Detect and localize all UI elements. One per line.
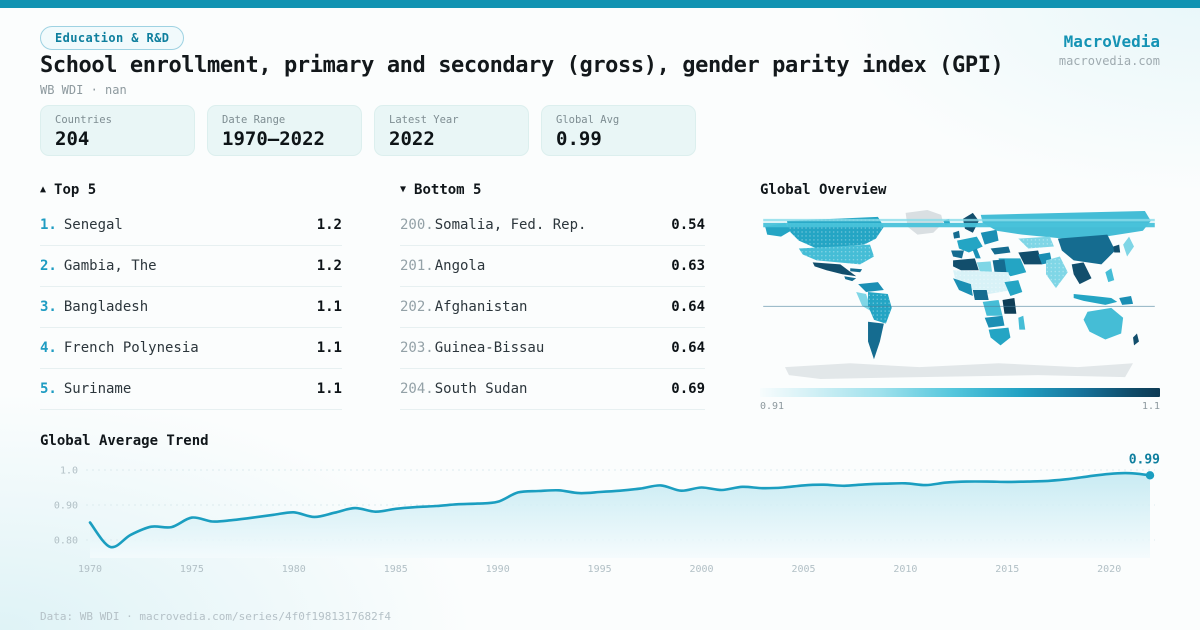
- stat-value: 204: [55, 128, 90, 150]
- rank-label: 5.: [40, 381, 57, 397]
- trend-line-chart: 1.0 0.90 0.80 1970 1975 1980 1985 1990 1995 2000 2…: [54, 452, 1160, 575]
- country-value: 1.1: [316, 299, 342, 315]
- page-subtitle: WB WDI · nan: [40, 83, 127, 97]
- footer-attribution: Data: WB WDI · macrovedia.com/series/4f0…: [40, 610, 391, 623]
- world-map-choropleth: [763, 209, 1155, 380]
- country-value: 0.63: [671, 258, 705, 274]
- svg-text:1980: 1980: [282, 564, 306, 575]
- top5-list: 1. Senegal 1.2 2. Gambia, The 1.2 3. Ban…: [40, 205, 342, 410]
- country-name: South Sudan: [434, 381, 528, 397]
- stat-label: Date Range: [222, 114, 286, 126]
- country-value: 1.1: [316, 340, 342, 356]
- svg-text:0.90: 0.90: [54, 501, 78, 512]
- stat-value: 0.99: [556, 128, 602, 150]
- brand-domain: macrovedia.com: [1058, 54, 1160, 68]
- country-value: 0.64: [671, 299, 705, 315]
- svg-text:1.0: 1.0: [60, 466, 78, 477]
- svg-text:0.80: 0.80: [54, 536, 78, 547]
- list-item: 202. Afghanistan 0.64: [400, 287, 705, 328]
- country-name: Guinea-Bissau: [434, 340, 545, 356]
- svg-text:0.99: 0.99: [1129, 452, 1160, 467]
- country-value: 1.2: [316, 217, 342, 233]
- rank-label: 201.: [400, 258, 434, 274]
- svg-text:2000: 2000: [689, 564, 713, 575]
- rank-label: 2.: [40, 258, 57, 274]
- country-name: Afghanistan: [434, 299, 528, 315]
- country-name: Angola: [434, 258, 486, 274]
- rank-label: 203.: [400, 340, 434, 356]
- svg-text:2010: 2010: [893, 564, 917, 575]
- stat-card-date-range: Date Range 1970—2022: [207, 105, 362, 156]
- country-value: 1.1: [316, 381, 342, 397]
- rank-label: 1.: [40, 217, 57, 233]
- list-item: 201. Angola 0.63: [400, 246, 705, 287]
- bottom5-title: Bottom 5: [414, 181, 482, 198]
- list-item: 200. Somalia, Fed. Rep. 0.54: [400, 205, 705, 246]
- stat-card-countries: Countries 204: [40, 105, 195, 156]
- top5-title: Top 5: [54, 181, 97, 198]
- map-title: Global Overview: [760, 181, 887, 198]
- list-item: 203. Guinea-Bissau 0.64: [400, 328, 705, 369]
- svg-text:1970: 1970: [78, 564, 102, 575]
- rank-label: 4.: [40, 340, 57, 356]
- country-value: 0.64: [671, 340, 705, 356]
- rank-label: 3.: [40, 299, 57, 315]
- list-item: 1. Senegal 1.2: [40, 205, 342, 246]
- stat-cards-row: Countries 204 Date Range 1970—2022 Lates…: [40, 105, 696, 156]
- stat-value: 2022: [389, 128, 435, 150]
- bottom5-header: ▼ Bottom 5: [400, 181, 705, 198]
- bottom5-list: 200. Somalia, Fed. Rep. 0.54 201. Angola…: [400, 205, 705, 410]
- list-item: 5. Suriname 1.1: [40, 369, 342, 410]
- svg-text:2015: 2015: [995, 564, 1019, 575]
- country-name: Somalia, Fed. Rep.: [434, 217, 587, 233]
- brand-block: MacroVedia macrovedia.com: [1059, 32, 1160, 68]
- svg-text:1995: 1995: [588, 564, 612, 575]
- top-accent-bar: [0, 0, 1200, 8]
- brand-name: MacroVedia: [1063, 32, 1160, 51]
- stat-card-latest-year: Latest Year 2022: [374, 105, 529, 156]
- rank-label: 204.: [400, 381, 434, 397]
- legend-max-label: 1.1: [1141, 401, 1160, 412]
- legend-labels: 0.91 1.1: [760, 401, 1160, 412]
- global-overview-panel: Global Overview: [760, 181, 1160, 412]
- list-item: 2. Gambia, The 1.2: [40, 246, 342, 287]
- country-name: Senegal: [63, 217, 123, 233]
- up-arrow-icon: ▲: [40, 184, 47, 195]
- country-name: Bangladesh: [63, 299, 149, 315]
- list-item: 4. French Polynesia 1.1: [40, 328, 342, 369]
- stat-label: Latest Year: [389, 114, 459, 126]
- svg-text:2020: 2020: [1097, 564, 1121, 575]
- svg-text:1975: 1975: [180, 564, 204, 575]
- category-badge: Education & R&D: [40, 26, 185, 50]
- svg-text:1985: 1985: [384, 564, 408, 575]
- top5-panel: ▲ Top 5 1. Senegal 1.2 2. Gambia, The 1.…: [40, 181, 342, 410]
- stat-card-global-avg: Global Avg 0.99: [541, 105, 696, 156]
- rank-label: 202.: [400, 299, 434, 315]
- trend-title: Global Average Trend: [40, 432, 209, 449]
- page-title: School enrollment, primary and secondary…: [40, 53, 1004, 78]
- color-scale-legend: [760, 388, 1160, 397]
- stat-label: Global Avg: [556, 114, 620, 126]
- rank-label: 200.: [400, 217, 434, 233]
- country-name: Gambia, The: [63, 258, 157, 274]
- country-name: French Polynesia: [63, 340, 199, 356]
- svg-text:1990: 1990: [486, 564, 510, 575]
- stat-label: Countries: [55, 114, 112, 126]
- down-arrow-icon: ▼: [400, 184, 407, 195]
- list-item: 3. Bangladesh 1.1: [40, 287, 342, 328]
- list-item: 204. South Sudan 0.69: [400, 369, 705, 410]
- country-value: 0.69: [671, 381, 705, 397]
- country-name: Suriname: [63, 381, 132, 397]
- top5-header: ▲ Top 5: [40, 181, 342, 198]
- country-value: 1.2: [316, 258, 342, 274]
- bottom5-panel: ▼ Bottom 5 200. Somalia, Fed. Rep. 0.54 …: [400, 181, 705, 410]
- country-value: 0.54: [671, 217, 705, 233]
- svg-text:2005: 2005: [791, 564, 815, 575]
- legend-min-label: 0.91: [760, 401, 785, 412]
- stat-value: 1970—2022: [222, 128, 325, 150]
